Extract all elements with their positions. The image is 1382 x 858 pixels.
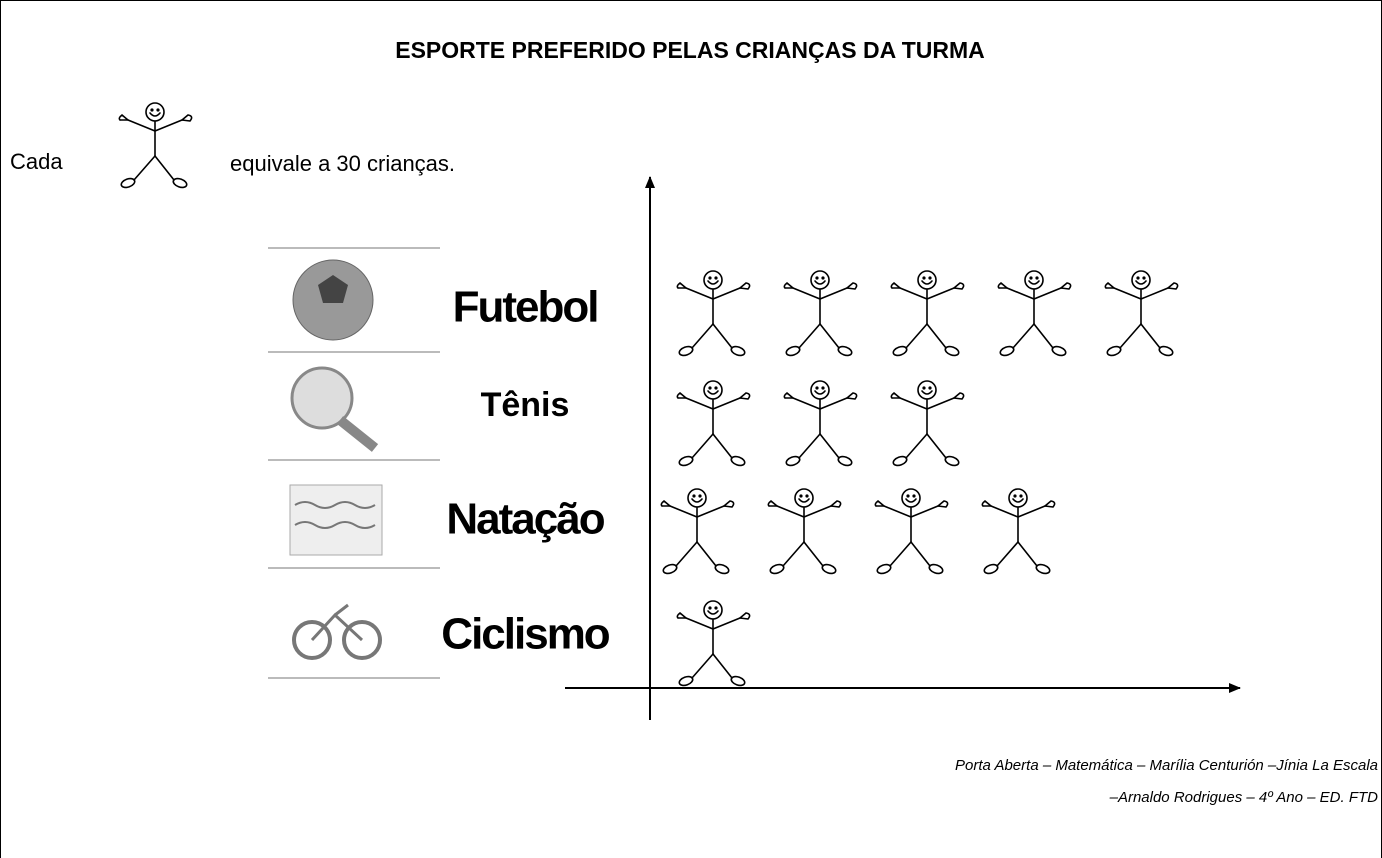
legend-prefix: Cada [10, 149, 63, 174]
child-icon [1105, 271, 1177, 357]
category-label: Tênis [481, 386, 570, 424]
child-icon [768, 489, 840, 575]
chart-title: ESPORTE PREFERIDO PELAS CRIANÇAS DA TURM… [395, 37, 985, 63]
child-icon [677, 271, 749, 357]
category-label: Futebol [453, 283, 598, 332]
legend-suffix: equivale a 30 crianças. [230, 151, 455, 176]
icon-row [661, 489, 1054, 575]
icon-row [677, 271, 1177, 357]
source: Porta Aberta – Matemática – Marília Cent… [955, 757, 1378, 774]
row-separators [268, 247, 440, 679]
child-icon [891, 381, 963, 467]
category-label: Natação [446, 495, 604, 544]
category-label: Ciclismo [441, 610, 610, 659]
sport-pictures [289, 259, 383, 660]
icon-row [677, 381, 963, 467]
child-icon [982, 489, 1054, 575]
child-icon [998, 271, 1070, 357]
child-icon [875, 489, 947, 575]
legend-icon [119, 103, 191, 189]
child-icon [677, 601, 749, 687]
child-icon [784, 381, 856, 467]
child-icon [784, 271, 856, 357]
child-icon [661, 489, 733, 575]
icon-row [677, 601, 749, 687]
child-icon [891, 271, 963, 357]
source: –Arnaldo Rodrigues – 4º Ano – ED. FTD [1109, 789, 1379, 806]
child-icon [677, 381, 749, 467]
